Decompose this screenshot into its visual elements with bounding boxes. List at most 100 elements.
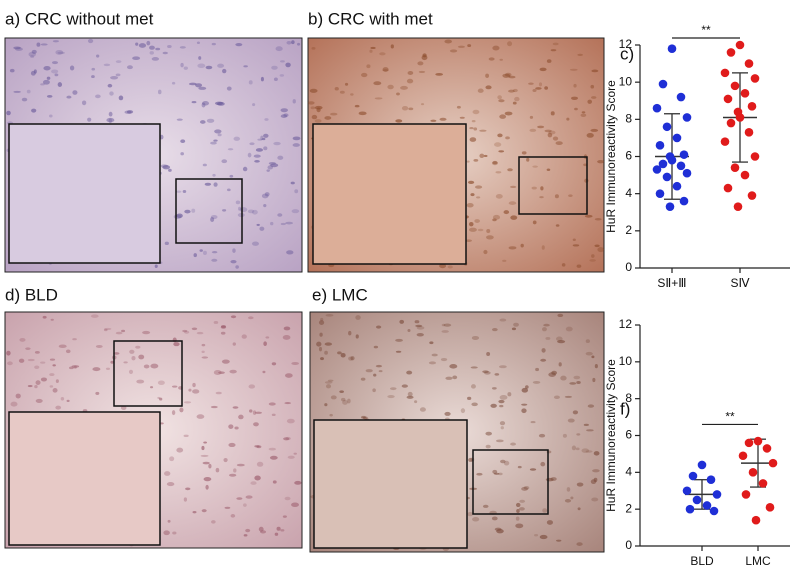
cell: [215, 101, 223, 106]
significance-label: **: [725, 410, 735, 424]
cell: [201, 356, 209, 359]
cell: [470, 384, 476, 389]
cell: [195, 83, 203, 88]
y-tick-label: 2: [625, 501, 632, 515]
cell: [43, 66, 51, 71]
panel-label: f): [620, 399, 630, 418]
cell: [515, 502, 521, 508]
cell: [529, 128, 537, 132]
cell: [555, 141, 563, 146]
cell: [496, 529, 504, 534]
cell: [471, 119, 476, 123]
data-point: [688, 471, 698, 481]
cell: [251, 241, 259, 246]
cell: [511, 327, 517, 331]
cell: [508, 201, 517, 205]
cell: [466, 202, 474, 208]
cell: [565, 326, 573, 332]
cell: [36, 42, 41, 47]
cell: [360, 377, 366, 381]
cell: [515, 516, 520, 521]
cell: [573, 83, 577, 88]
cell: [236, 463, 245, 467]
cell: [460, 408, 466, 414]
cell: [291, 40, 295, 45]
cell: [576, 482, 584, 487]
cell: [173, 342, 180, 347]
cell: [504, 111, 513, 116]
cell: [284, 496, 291, 501]
cell: [387, 84, 394, 90]
panel-label: b) CRC with met: [308, 9, 433, 28]
cell: [285, 62, 291, 68]
data-point: [712, 490, 722, 499]
cell: [292, 99, 296, 104]
cell: [469, 137, 477, 142]
cell: [159, 397, 163, 401]
cell: [467, 180, 475, 184]
cell: [241, 334, 247, 339]
cell: [515, 523, 524, 529]
data-point: [652, 103, 662, 113]
y-tick-label: 6: [625, 428, 632, 442]
cell: [430, 119, 437, 122]
cell: [184, 209, 191, 214]
cell: [390, 387, 397, 391]
cell: [201, 102, 206, 108]
cell: [363, 416, 368, 420]
cell: [473, 159, 479, 162]
cell: [547, 132, 553, 138]
cell: [213, 182, 218, 187]
cell: [373, 373, 377, 377]
inset: [313, 419, 468, 549]
data-point: [747, 102, 757, 111]
cell: [69, 366, 74, 370]
inset-box: [175, 178, 243, 244]
cell: [507, 168, 513, 172]
cell: [590, 128, 599, 132]
cell: [203, 477, 212, 482]
cell: [597, 159, 605, 164]
cell: [373, 345, 379, 349]
cell: [366, 64, 371, 69]
cell: [264, 192, 270, 197]
data-point: [723, 183, 733, 193]
cell: [166, 482, 175, 487]
y-tick-label: 2: [625, 223, 632, 237]
cell: [224, 506, 231, 509]
data-point: [768, 458, 778, 468]
cell: [155, 47, 161, 51]
data-point: [697, 460, 707, 470]
cell: [235, 43, 243, 47]
cell: [179, 407, 184, 413]
cell: [523, 485, 530, 490]
cell: [49, 385, 54, 388]
cell: [65, 349, 71, 354]
cell: [271, 362, 277, 366]
cell: [284, 402, 292, 405]
data-point: [667, 155, 677, 165]
cell: [273, 77, 278, 82]
cell: [143, 364, 150, 369]
cell: [569, 382, 577, 385]
cell: [10, 401, 18, 407]
data-point: [672, 181, 682, 191]
cell: [581, 111, 586, 114]
cell: [406, 370, 413, 375]
cell: [72, 338, 77, 341]
cell: [535, 367, 540, 372]
data-point: [748, 468, 758, 477]
cell: [516, 509, 520, 513]
cell: [256, 461, 264, 467]
cell: [471, 335, 480, 340]
cell: [594, 217, 602, 221]
cell: [277, 213, 283, 217]
cell: [232, 406, 239, 409]
cell: [182, 190, 187, 194]
cell: [154, 264, 158, 268]
cell: [467, 396, 472, 401]
cell: [572, 244, 580, 247]
cell: [408, 107, 414, 111]
cell: [502, 259, 507, 262]
cell: [52, 40, 59, 43]
